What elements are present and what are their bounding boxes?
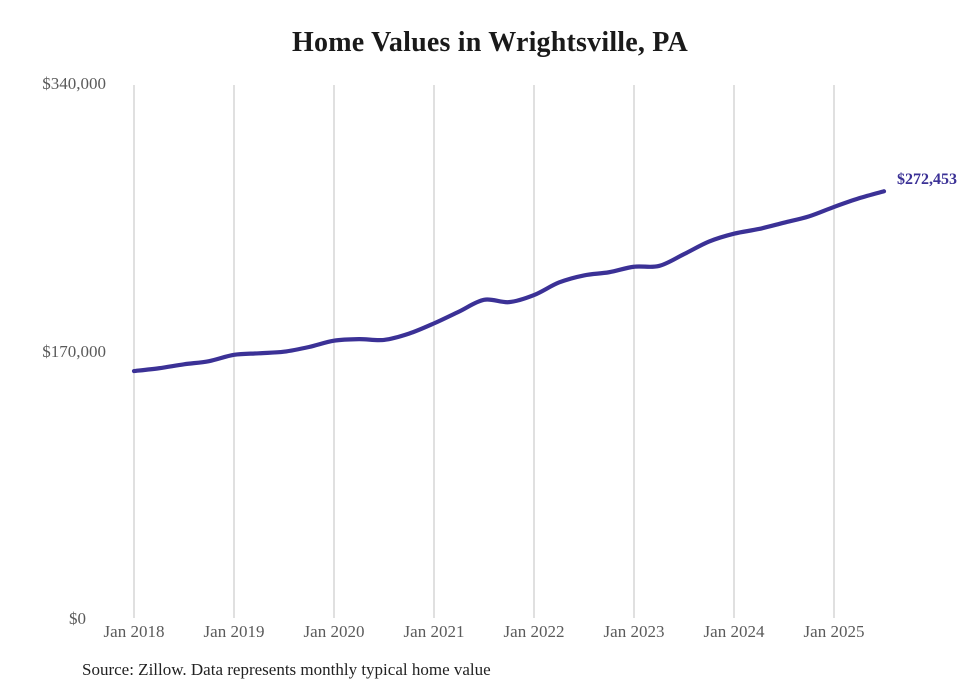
- chart-title: Home Values in Wrightsville, PA: [292, 27, 688, 58]
- end-value-annotation: $272,453: [897, 171, 957, 189]
- source-note: Source: Zillow. Data represents monthly …: [82, 660, 491, 679]
- x-axis-label-jan-2024: Jan 2024: [703, 622, 765, 641]
- y-axis-label-170000: $170,000: [42, 341, 106, 361]
- x-axis-label-jan-2022: Jan 2022: [503, 622, 565, 641]
- x-axis-label-jan-2019: Jan 2019: [203, 622, 265, 641]
- x-axis-label-jan-2021: Jan 2021: [403, 622, 465, 641]
- x-axis-label-jan-2023: Jan 2023: [603, 622, 665, 641]
- x-axis-label-jan-2020: Jan 2020: [303, 622, 365, 641]
- x-axis-label-jan-2025: Jan 2025: [803, 622, 865, 641]
- gridlines-group: [133, 85, 835, 618]
- y-axis-label-0: $0: [69, 609, 86, 628]
- value-line-path: [131, 189, 887, 374]
- x-axis-label-jan-2018: Jan 2018: [103, 622, 165, 641]
- y-axis-label-340000: $340,000: [42, 74, 106, 93]
